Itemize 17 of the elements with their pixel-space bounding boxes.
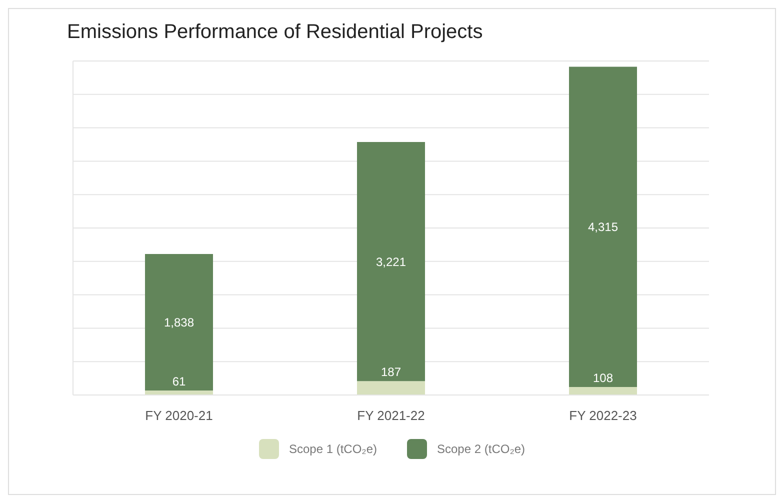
data-label: 61	[172, 374, 186, 388]
legend-label: Scope 2 (tCO₂e)	[437, 442, 526, 456]
bar	[569, 66, 637, 387]
x-tick-label: FY 2021-22	[357, 408, 425, 424]
bar	[357, 381, 425, 395]
data-label: 187	[380, 365, 402, 380]
data-label: 108	[592, 370, 614, 385]
chart-title: Emissions Performance of Residential Projects	[66, 20, 484, 45]
x-tick-label: FY 2020-21	[145, 408, 213, 424]
bar	[357, 142, 425, 382]
data-label: 3,221	[376, 254, 406, 269]
legend-label: Scope 1 (tCO₂e)	[288, 442, 377, 456]
data-label: 1,838	[164, 316, 194, 330]
data-label: 4,315	[588, 220, 618, 234]
bar	[145, 254, 213, 390]
x-tick-label: FY 2022-23	[569, 408, 637, 424]
bar	[569, 386, 637, 395]
